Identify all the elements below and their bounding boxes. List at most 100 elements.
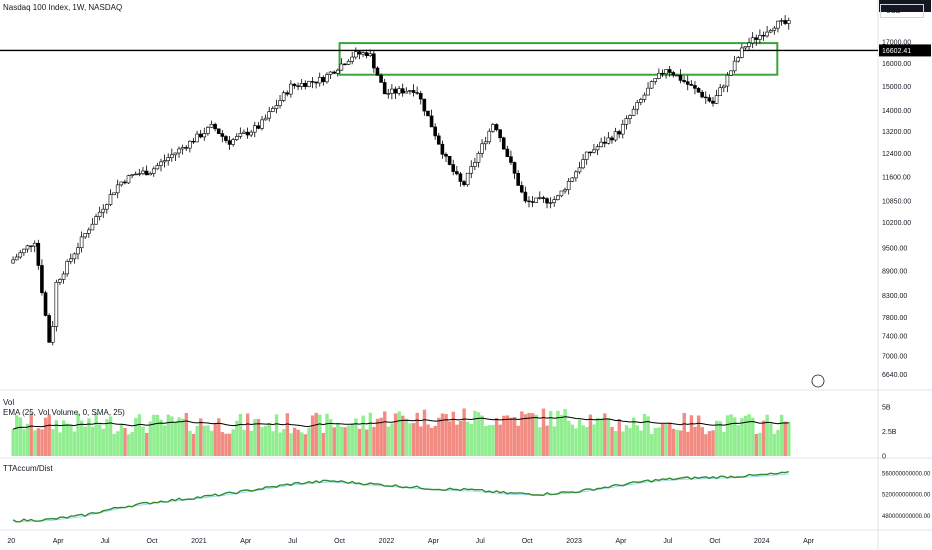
currency-selector[interactable]: USD	[880, 4, 924, 18]
volume-bar	[581, 425, 585, 456]
accum-pane-title: TTAccum/Dist	[3, 464, 53, 473]
time-tick-label: Jul	[476, 538, 485, 545]
candle-body	[299, 82, 304, 87]
candle-body	[610, 137, 614, 141]
volume-bar	[603, 413, 607, 456]
volume-bar	[650, 434, 654, 456]
volume-bar	[25, 423, 30, 456]
volume-bar	[704, 434, 708, 456]
volume-bar	[141, 426, 145, 456]
volume-bar	[592, 424, 596, 456]
candle-body	[227, 140, 232, 145]
candle-body	[393, 88, 398, 94]
candle-body	[476, 152, 481, 163]
volume-bar	[725, 415, 730, 456]
price-tick-label: 7800.00	[882, 315, 907, 322]
volume-bar	[303, 434, 308, 456]
candle-body	[83, 233, 88, 238]
candle-body	[180, 147, 185, 150]
volume-bar	[350, 423, 354, 456]
volume-bar	[635, 425, 640, 456]
volume-bar	[101, 428, 106, 456]
volume-bar	[422, 409, 427, 456]
candle-body	[400, 88, 405, 94]
candle-body	[534, 197, 538, 203]
horizontal-line-price-tag	[879, 44, 931, 57]
candle-body	[108, 194, 113, 205]
candle-body	[523, 191, 528, 202]
candle-body	[418, 93, 423, 100]
volume-bar	[733, 417, 737, 456]
candle-body	[307, 81, 311, 87]
time-tick-label: Oct	[147, 538, 158, 545]
candle-body	[447, 155, 452, 165]
volume-bar	[300, 432, 304, 456]
candle-body	[303, 82, 308, 87]
volume-bar	[747, 414, 751, 456]
candle-body	[458, 173, 463, 182]
volume-bar	[776, 429, 780, 456]
volume-bar	[617, 419, 621, 456]
volume-bar	[700, 427, 704, 456]
volume-bar	[83, 426, 88, 456]
volume-bar	[505, 415, 510, 456]
candle-body	[188, 140, 192, 149]
candle-body	[155, 165, 160, 170]
volume-bar	[202, 425, 207, 456]
candle-body	[206, 126, 210, 134]
candle-body	[740, 47, 744, 58]
candle-body	[599, 141, 603, 148]
candle-body	[382, 82, 387, 95]
candle-body	[422, 98, 427, 112]
volume-bar	[249, 430, 253, 456]
candle-body	[545, 198, 549, 204]
time-tick-label: Jul	[288, 538, 297, 545]
price-tick-label: 16000.00	[882, 61, 911, 68]
candle-body	[772, 27, 777, 31]
time-tick-label: Apr	[803, 538, 815, 545]
chart-title: Nasdaq 100 Index, 1W, NASDAQ	[3, 3, 123, 12]
candle-body	[289, 83, 293, 95]
volume-bar	[393, 413, 398, 456]
candle-body	[372, 53, 376, 69]
candle-body	[465, 172, 470, 186]
candle-body	[249, 131, 253, 136]
accum-tick-label: 560000000000.00	[882, 471, 931, 477]
candle-body	[671, 72, 676, 76]
candle-body	[87, 229, 91, 234]
volume-bar	[336, 422, 340, 456]
volume-bar	[772, 433, 777, 456]
volume-bar	[769, 423, 773, 456]
volume-bar	[559, 415, 564, 456]
time-tick-label: 20	[7, 538, 15, 545]
candle-body	[581, 159, 585, 169]
volume-bar	[527, 412, 531, 456]
candle-body	[314, 81, 318, 84]
candle-body	[570, 177, 575, 182]
candle-body	[707, 97, 712, 102]
candle-body	[563, 189, 567, 192]
candle-body	[112, 192, 116, 195]
volume-bar	[751, 417, 755, 456]
volume-bar	[678, 430, 683, 456]
candle-body	[657, 72, 661, 79]
volume-bar	[689, 415, 694, 456]
volume-bar	[199, 418, 203, 456]
candle-body	[617, 131, 621, 135]
candle-body	[332, 71, 336, 74]
volume-bar	[368, 412, 373, 456]
volume-bar	[231, 429, 235, 456]
volume-bar	[47, 414, 51, 456]
candle-body	[559, 190, 564, 197]
volume-bar	[595, 417, 600, 456]
volume-bar	[307, 427, 311, 456]
volume-bar	[401, 415, 405, 456]
candle-body	[357, 51, 362, 55]
candle-body	[527, 200, 531, 203]
volume-bar	[235, 420, 239, 456]
candle-body	[321, 77, 326, 83]
candle-body	[646, 87, 650, 96]
candle-body	[624, 118, 629, 125]
candle-body	[754, 37, 759, 40]
volume-bar	[357, 428, 362, 456]
